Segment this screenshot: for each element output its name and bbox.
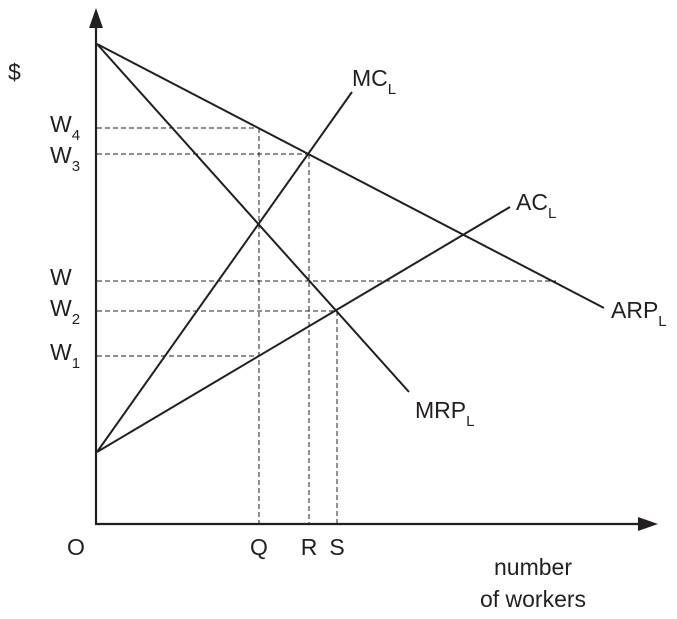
- w3-label: W3: [50, 142, 80, 175]
- mcl-curve: [96, 91, 353, 453]
- acl-curve: [96, 206, 511, 453]
- x-axis-arrowhead: [638, 517, 658, 531]
- origin-label: O: [67, 534, 85, 560]
- arpl-label: ARPL: [611, 297, 667, 330]
- mrpl-label: MRPL: [415, 397, 474, 430]
- x-axis-label-line1: number: [494, 554, 572, 580]
- s-label: S: [329, 534, 344, 560]
- mcl-label: MCL: [352, 65, 396, 98]
- arpl-curve: [96, 43, 605, 309]
- acl-label: ACL: [516, 189, 556, 222]
- r-label: R: [301, 534, 318, 560]
- q-label: Q: [250, 534, 268, 560]
- w2-label: W2: [50, 295, 80, 328]
- w-label: W: [50, 264, 72, 290]
- y-axis-arrowhead: [89, 8, 103, 28]
- w4-label: W4: [50, 111, 80, 144]
- x-axis-label-line2: of workers: [480, 586, 586, 612]
- w1-label: W1: [50, 339, 80, 372]
- y-axis-label: $: [8, 59, 21, 85]
- mrpl-curve: [96, 43, 410, 393]
